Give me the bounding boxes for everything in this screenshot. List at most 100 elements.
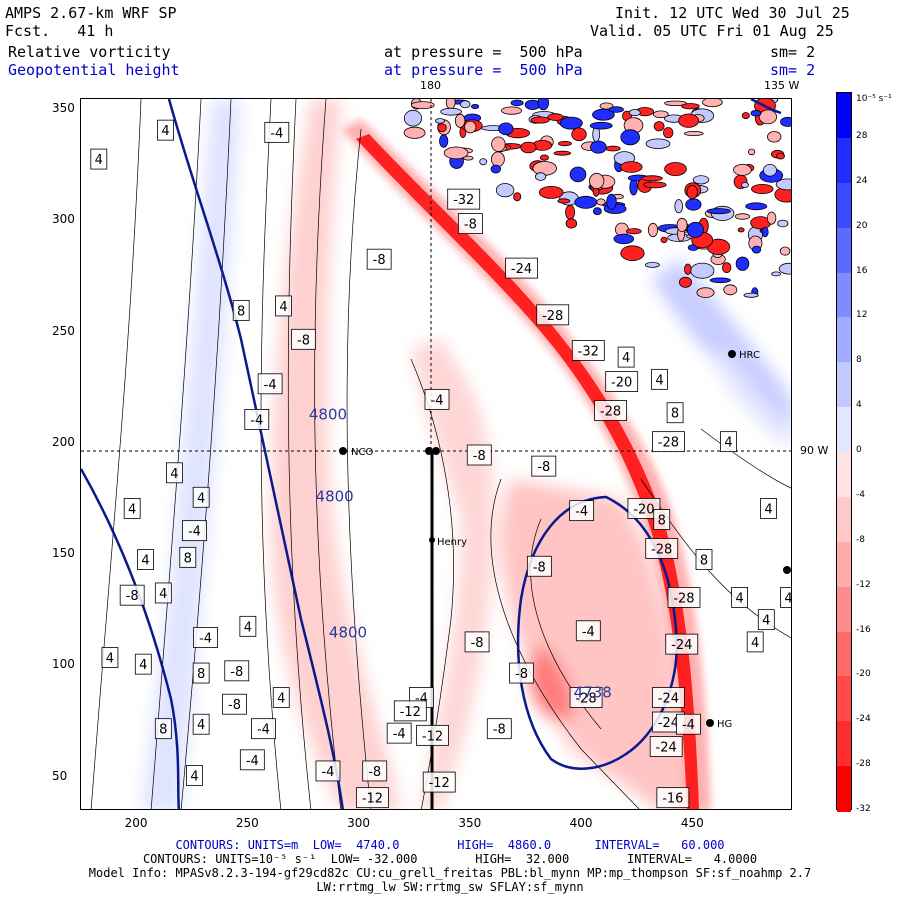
y-tick-label: 50 [52,768,68,783]
colorbar-level: 24 [856,175,868,186]
vorticity-label-text: 4 [159,587,167,602]
terrain-blob [464,120,477,134]
terrain-blob [490,151,505,168]
terrain-blob [629,178,638,196]
x-tick-label: 350 [458,816,482,830]
terrain-blob [628,109,641,117]
terrain-blob [532,161,557,176]
vorticity-label-text: -32 [578,344,599,359]
terrain-blob [679,276,693,288]
terrain-blob [763,164,778,177]
vorticity-label-text: 4 [751,636,759,651]
vorticity-label-text: -12 [400,705,421,720]
vorticity-label: 4 [731,586,748,608]
terrain-blob [766,211,777,225]
station-dot-pole-2 [432,447,440,455]
vorticity-label: 4 [275,295,292,317]
terrain-blob [681,103,700,110]
station-dot-hg [706,719,714,727]
terrain-blob [592,108,615,121]
vorticity-label: -8 [457,213,483,234]
vorticity-label-text: 4 [277,692,285,707]
station-label-nco: NCO [351,447,373,458]
terrain-blob [780,116,791,127]
vorticity-label-text: -4 [321,765,334,780]
vorticity-label-text: -4 [393,727,406,742]
vorticity-label-text: -8 [230,665,243,680]
vorticity-label: 4 [154,582,172,604]
vorticity-label: -4 [264,121,290,143]
vorticity-label-text: 4 [139,658,147,673]
vorticity-label: -4 [315,760,341,782]
terrain-blob [440,107,462,116]
vorticity-label: -4 [575,620,601,642]
lon-label-180: 180 [420,79,441,92]
vorticity-label-text: 8 [658,514,666,529]
terrain-blob [684,263,692,275]
terrain-blob [676,217,688,232]
x-tick-label: 450 [680,816,704,830]
vorticity-label: 8 [695,549,713,570]
vorticity-label-text: 8 [159,723,167,738]
terrain-blob [734,213,751,220]
terrain-blob [758,109,778,125]
vorticity-label-text: -8 [228,698,241,713]
terrain-blob [761,226,769,238]
vorticity-label: 8 [179,546,197,568]
vorticity-label: -12 [393,700,427,722]
colorbar-level: -28 [856,759,871,770]
vorticity-label-text: -28 [651,542,672,557]
vorticity-label: -8 [526,555,552,577]
terrain-blob [589,172,605,190]
terrain-blob [537,99,549,111]
vorticity-label-text: 4 [106,651,114,666]
colorbar-segment [837,93,851,139]
vorticity-label-text: 4 [161,124,169,139]
vorticity-label-text: -4 [188,525,201,540]
vorticity-label: -8 [464,631,490,653]
vorticity-label: -8 [366,248,392,270]
terrain-blob [686,221,704,238]
valid-time: Valid. 05 UTC Fri 01 Aug 25 [590,22,834,40]
terrain-blob [690,262,715,279]
station-label-henry: Henry [437,537,467,548]
y-tick-label: 150 [52,546,75,561]
vorticity-label: 4 [90,148,108,170]
terrain-blob [534,172,547,181]
terrain-blob [498,122,514,136]
terrain-blob [743,292,759,298]
vorticity-label: 4 [101,647,119,668]
colorbar-level: 20 [856,220,868,231]
height-contour-labels: 4800 4800 4800 4738 [309,405,612,701]
vorticity-label: -4 [193,627,218,648]
terrain-blob [647,222,659,238]
vorticity-label-text: -12 [422,729,443,744]
terrain-blob [490,164,502,174]
model-title: AMPS 2.67-km WRF SP [5,4,177,22]
terrain-blob [553,150,572,156]
vorticity-label-text: 8 [197,667,205,682]
terrain-blob [660,236,668,244]
vorticity-label-text: 4 [197,491,205,506]
vorticity-label-text: 4 [784,591,792,606]
field1-smoothing: sm= 2 [770,43,816,61]
vorticity-label: -28 [667,586,701,608]
vorticity-contour-labels: 4 -44-32-8-8-248 4-8-28-32 4-20 4-4-4-4-28 8-… [90,119,792,809]
vorticity-label-text: -28 [600,405,621,420]
colorbar-segment [837,541,851,588]
vorticity-label: 8 [154,718,172,740]
colorbar-level: 8 [856,355,862,366]
vorticity-label-text: 4 [279,300,287,315]
colorbar-segment [837,766,851,812]
vorticity-label: 4 [186,765,203,786]
terrain-blob [589,121,613,130]
vorticity-label-text: -4 [199,631,212,646]
vorticity-label: -4 [244,408,270,430]
y-tick-label: 350 [52,101,75,116]
terrain-blob [491,136,506,152]
x-tick-label: 400 [569,816,593,830]
colorbar-level: -16 [856,624,871,635]
vorticity-label: 4 [166,462,183,484]
height-contour-info: CONTOURS: UNITS=m LOW= 4740.0 HIGH= 4860… [175,838,725,852]
vorticity-label-text: -8 [373,253,386,268]
